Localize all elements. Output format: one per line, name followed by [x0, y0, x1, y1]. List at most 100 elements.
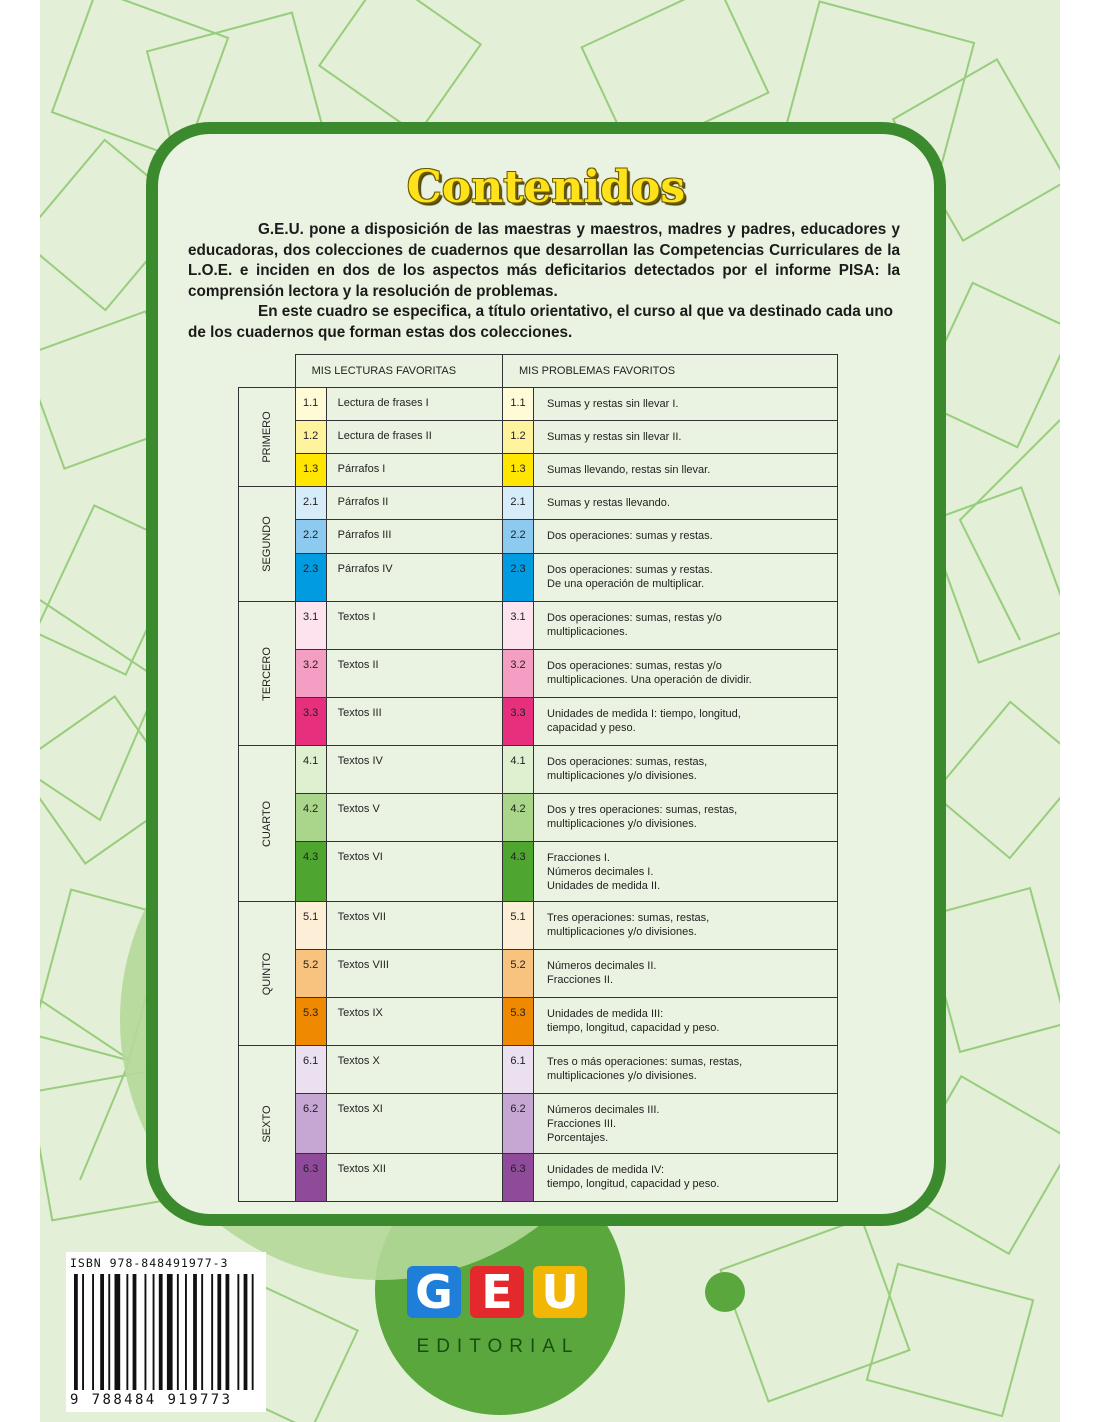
lectura-number: 2.1 — [294, 486, 327, 520]
lectura-number: 5.3 — [294, 997, 327, 1046]
problema-title: Unidades de medida IV: tiempo, longitud,… — [533, 1153, 838, 1202]
lectura-number: 4.2 — [294, 793, 327, 842]
lectura-number: 2.2 — [294, 519, 327, 554]
grade-label: TERCERO — [260, 646, 273, 701]
table-header-row: MIS LECTURAS FAVORITAS MIS PROBLEMAS FAV… — [239, 354, 838, 388]
geu-logo: G E U — [407, 1266, 587, 1318]
problema-title: Números decimales III. Fracciones III. P… — [533, 1093, 838, 1154]
barcode-bar — [225, 1274, 230, 1390]
lectura-number: 4.1 — [294, 745, 327, 794]
contents-panel: Contenidos G.E.U. pone a disposición de … — [146, 122, 946, 1226]
problema-number: 6.3 — [502, 1153, 534, 1202]
lectura-title: Lectura de frases I — [325, 387, 504, 421]
table-row: 6.3 Textos XII 6.3 Unidades de medida IV: t… — [239, 1153, 838, 1202]
problema-title: Dos operaciones: sumas y restas. — [533, 519, 838, 554]
problema-title: Tres operaciones: sumas, restas, multipl… — [533, 901, 838, 950]
lectura-number: 6.3 — [294, 1153, 327, 1202]
problema-number: 1.1 — [502, 387, 534, 421]
problema-title: Sumas y restas sin llevar I. — [533, 387, 838, 421]
barcode-bar — [126, 1274, 129, 1390]
barcode-bar — [185, 1274, 187, 1390]
barcode-bar — [114, 1274, 121, 1390]
lectura-title: Textos I — [325, 601, 504, 650]
barcode-bar — [243, 1274, 248, 1390]
lectura-number: 2.3 — [294, 553, 327, 602]
problema-number: 5.2 — [502, 949, 534, 998]
problema-number: 3.3 — [502, 697, 534, 746]
lectura-title: Textos IX — [325, 997, 504, 1046]
lectura-number: 6.2 — [294, 1093, 327, 1154]
lectura-title: Párrafos IV — [325, 553, 504, 602]
table-row: SEXTO 6.1 Textos X 6.1 Tres o más operacione… — [238, 1045, 838, 1202]
table-body: PRIMERO 1.1 Lectura de frases I 1.1 Sumas y … — [238, 387, 838, 1202]
lectura-number: 1.1 — [294, 387, 327, 421]
problema-title: Unidades de medida I: tiempo, longitud, … — [533, 697, 838, 746]
lectura-title: Textos X — [325, 1045, 504, 1094]
barcode: ISBN 978-848491977-3 9 788484 919773 — [66, 1252, 266, 1412]
lectura-number: 5.1 — [294, 901, 327, 950]
barcode-bar — [132, 1274, 137, 1390]
problema-number: 3.1 — [502, 601, 534, 650]
problema-title: Tres o más operaciones: sumas, restas, m… — [533, 1045, 838, 1094]
problema-title: Sumas llevando, restas sin llevar. — [533, 453, 838, 487]
table-row: SEGUNDO 2.1 Párrafos II 2.1 Sumas y restas l… — [238, 486, 838, 602]
table-row: 1.3 Párrafos I 1.3 Sumas llevando, restas s… — [239, 453, 838, 487]
lectura-title: Textos XII — [325, 1153, 504, 1202]
lectura-number: 3.3 — [294, 697, 327, 746]
table-row: 4.3 Textos VI 4.3 Fracciones I. Números dec… — [239, 841, 838, 902]
lectura-title: Textos VII — [325, 901, 504, 950]
problema-number: 1.2 — [502, 420, 534, 454]
barcode-bar — [152, 1274, 155, 1390]
table-row: 4.2 Textos V 4.2 Dos y tres operaciones: su… — [239, 793, 838, 842]
lectura-title: Párrafos I — [325, 453, 504, 487]
problema-title: Dos y tres operaciones: sumas, restas, m… — [533, 793, 838, 842]
table-row: 1.2 Lectura de frases II 1.2 Sumas y restas… — [239, 420, 838, 454]
problema-title: Números decimales II. Fracciones II. — [533, 949, 838, 998]
problema-number: 4.3 — [502, 841, 534, 902]
barcode-bar — [193, 1274, 197, 1390]
problema-title: Dos operaciones: sumas y restas. De una … — [533, 553, 838, 602]
barcode-bar — [251, 1274, 254, 1390]
logo-letter-e: E — [470, 1266, 524, 1318]
problema-number: 4.2 — [502, 793, 534, 842]
barcode-bar — [108, 1274, 111, 1390]
barcode-bar — [158, 1274, 163, 1390]
barcode-bar — [237, 1274, 240, 1390]
barcode-bar — [100, 1274, 104, 1390]
contents-table: MIS LECTURAS FAVORITAS MIS PROBLEMAS FAV… — [238, 354, 838, 1202]
problema-number: 6.2 — [502, 1093, 534, 1154]
problema-title: Fracciones I. Números decimales I. Unida… — [533, 841, 838, 902]
lectura-title: Textos VIII — [325, 949, 504, 998]
intro-paragraph-1: G.E.U. pone a disposición de las maestra… — [188, 221, 900, 300]
logo-letter-g: G — [407, 1266, 461, 1318]
grade-cell: SEGUNDO — [238, 486, 296, 602]
lectura-title: Párrafos III — [325, 519, 504, 554]
problema-number: 3.2 — [502, 649, 534, 698]
lectura-title: Textos VI — [325, 841, 504, 902]
problema-number: 5.3 — [502, 997, 534, 1046]
problema-number: 2.3 — [502, 553, 534, 602]
lectura-title: Textos V — [325, 793, 504, 842]
grade-cell: SEXTO — [238, 1045, 296, 1202]
grade-cell: QUINTO — [238, 901, 296, 1046]
grade-label: SEXTO — [260, 1104, 273, 1143]
ean-text: 9 788484 919773 — [70, 1392, 233, 1408]
table-row: QUINTO 5.1 Textos VII 5.1 Tres operaciones: … — [238, 901, 838, 1046]
lectura-number: 1.2 — [294, 420, 327, 454]
barcode-bar — [176, 1274, 179, 1390]
table-row: CUARTO 4.1 Textos IV 4.1 Dos operaciones: su… — [238, 745, 838, 902]
grade-label: QUINTO — [260, 952, 273, 995]
barcode-bar — [74, 1274, 78, 1390]
table-row: 2.3 Párrafos IV 2.3 Dos operaciones: sumas … — [239, 553, 838, 602]
grade-label: SEGUNDO — [260, 516, 273, 572]
problema-title: Sumas y restas llevando. — [533, 486, 838, 520]
table-row: 5.3 Textos IX 5.3 Unidades de medida III: t… — [239, 997, 838, 1046]
problema-title: Sumas y restas sin llevar II. — [533, 420, 838, 454]
header-lecturas: MIS LECTURAS FAVORITAS — [294, 354, 504, 388]
grade-label: PRIMERO — [260, 411, 273, 463]
problema-number: 4.1 — [502, 745, 534, 794]
problema-number: 1.3 — [502, 453, 534, 487]
table-row: TERCERO 3.1 Textos I 3.1 Dos operaciones: su… — [238, 601, 838, 746]
lectura-title: Textos IV — [325, 745, 504, 794]
problema-number: 2.2 — [502, 519, 534, 554]
